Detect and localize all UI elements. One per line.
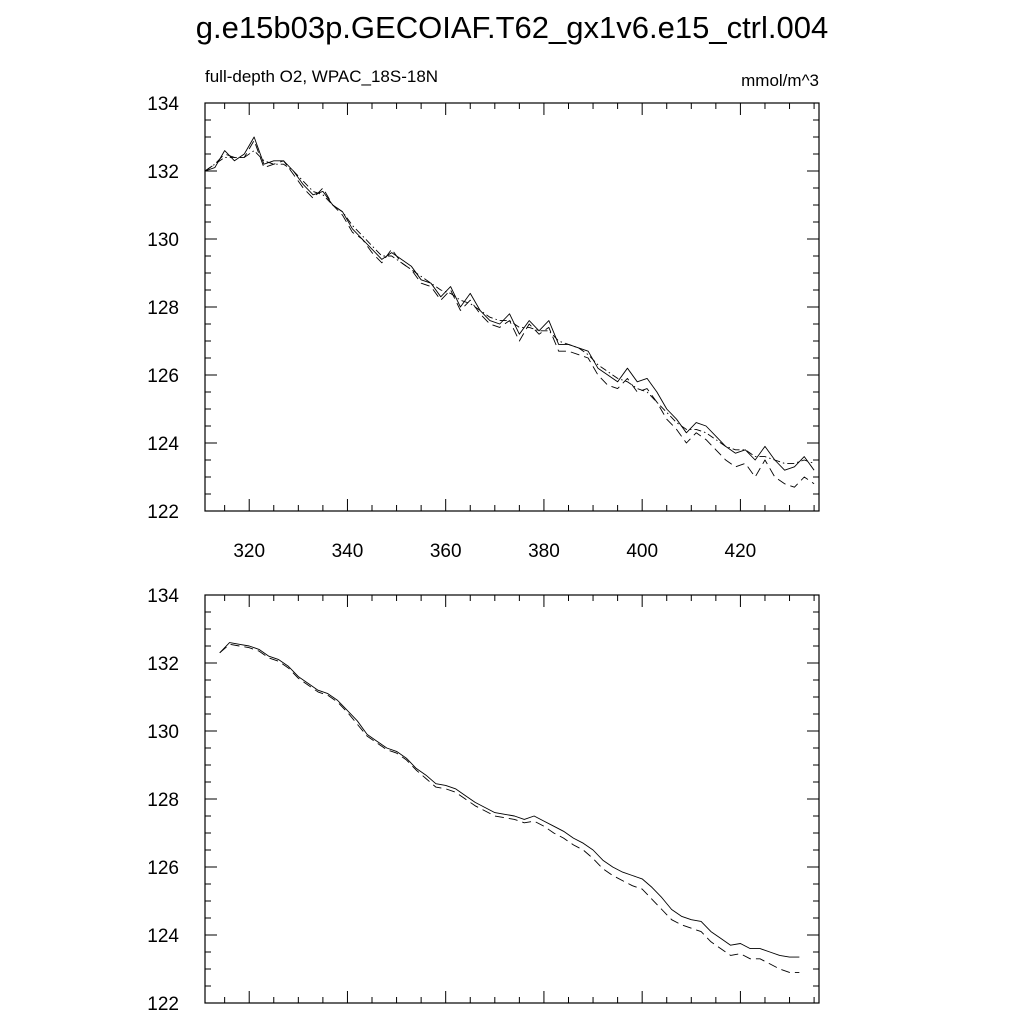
top-y-tick-label: 130 <box>147 230 179 251</box>
top-x-tick-label: 380 <box>528 541 560 562</box>
top-y-tick-label: 134 <box>147 94 179 115</box>
bottom-y-tick-label: 132 <box>147 654 179 675</box>
top-x-tick-label: 320 <box>233 541 265 562</box>
figure-title: g.e15b03p.GECOIAF.T62_gx1v6.e15_ctrl.004 <box>196 10 828 45</box>
bottom-y-tick-label: 134 <box>147 586 179 607</box>
top-y-tick-label: 132 <box>147 162 179 183</box>
bottom-panel: 122 124 126 128 130 132 134 <box>147 586 820 1015</box>
top-series-line-dashed <box>204 139 815 488</box>
top-x-tick-label: 400 <box>626 541 658 562</box>
top-x-tick-label: 360 <box>430 541 462 562</box>
bottom-y-tick-label: 130 <box>147 722 179 743</box>
top-y-tick-label: 126 <box>147 366 179 387</box>
top-plot-frame <box>204 102 820 512</box>
bottom-y-tick-label: 126 <box>147 858 179 879</box>
top-y-tick-label: 128 <box>147 298 179 319</box>
top-y-tick-label: 122 <box>147 502 179 523</box>
bottom-y-tick-label: 128 <box>147 790 179 811</box>
top-panel-left-subtitle: full-depth O2, WPAC_18S-18N <box>205 67 438 86</box>
top-panel-units-label: mmol/m^3 <box>741 71 819 90</box>
bottom-y-tick-label: 124 <box>147 926 179 947</box>
top-y-tick-label: 124 <box>147 434 179 455</box>
top-series-line-dash-dot <box>204 150 815 464</box>
top-x-tick-label: 340 <box>332 541 364 562</box>
top-panel: full-depth O2, WPAC_18S-18N mmol/m^3 122… <box>147 67 820 562</box>
top-x-tick-label: 420 <box>725 541 757 562</box>
bottom-y-tick-label: 122 <box>147 994 179 1015</box>
bottom-plot-frame <box>204 594 820 1004</box>
bottom-series-line-solid <box>219 642 800 958</box>
top-series-line-solid <box>204 136 815 471</box>
bottom-series-line-dashed <box>219 643 800 973</box>
